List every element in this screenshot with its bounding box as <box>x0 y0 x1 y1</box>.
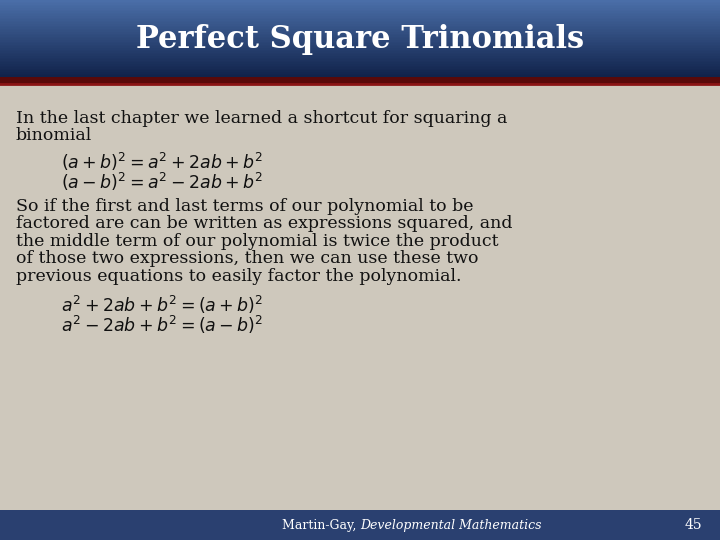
Bar <box>0 5 720 6</box>
Text: 45: 45 <box>685 518 702 532</box>
Bar <box>0 59 720 60</box>
Text: $a^2 - 2ab + b^2 = (a - b)^2$: $a^2 - 2ab + b^2 = (a - b)^2$ <box>61 314 264 336</box>
Bar <box>0 11 720 13</box>
Bar <box>0 45 720 46</box>
Bar <box>0 10 720 11</box>
Bar <box>0 32 720 33</box>
Bar <box>0 72 720 73</box>
Bar <box>0 69 720 70</box>
Bar <box>0 64 720 65</box>
Bar <box>0 2 720 3</box>
Text: Martin-Gay,: Martin-Gay, <box>282 518 360 532</box>
Bar <box>0 58 720 59</box>
Bar <box>0 37 720 38</box>
Bar <box>0 510 720 540</box>
Bar <box>0 19 720 21</box>
Text: $a^2 + 2ab + b^2 = (a + b)^2$: $a^2 + 2ab + b^2 = (a + b)^2$ <box>61 293 264 315</box>
Bar <box>0 15 720 16</box>
Text: of those two expressions, then we can use these two: of those two expressions, then we can us… <box>16 250 478 267</box>
Text: $(a + b)^2 = a^2 + 2ab + b^2$: $(a + b)^2 = a^2 + 2ab + b^2$ <box>61 151 264 173</box>
Bar <box>0 24 720 25</box>
Bar <box>0 25 720 27</box>
Bar <box>0 78 720 80</box>
Text: Developmental Mathematics: Developmental Mathematics <box>360 518 541 532</box>
Text: binomial: binomial <box>16 127 92 144</box>
Bar <box>0 70 720 72</box>
Bar <box>0 33 720 35</box>
Bar <box>0 27 720 29</box>
Bar <box>0 56 720 58</box>
Bar <box>0 18 720 19</box>
Bar <box>0 0 720 2</box>
Bar <box>0 6 720 8</box>
Text: Perfect Square Trinomials: Perfect Square Trinomials <box>136 24 584 56</box>
Bar <box>0 60 720 62</box>
Bar <box>0 35 720 37</box>
Bar <box>0 38 720 40</box>
Text: factored are can be written as expressions squared, and: factored are can be written as expressio… <box>16 215 513 232</box>
Text: previous equations to easily factor the polynomial.: previous equations to easily factor the … <box>16 268 462 285</box>
Bar <box>0 77 720 78</box>
Bar <box>0 48 720 50</box>
Text: In the last chapter we learned a shortcut for squaring a: In the last chapter we learned a shortcu… <box>16 110 507 126</box>
Bar <box>0 16 720 18</box>
Bar <box>0 22 720 24</box>
Bar <box>0 46 720 48</box>
Bar <box>0 51 720 53</box>
Bar <box>0 3 720 5</box>
Bar <box>0 30 720 32</box>
Bar <box>0 75 720 77</box>
Bar <box>0 8 720 10</box>
Bar <box>0 13 720 15</box>
Bar <box>0 40 720 42</box>
Bar <box>0 62 720 64</box>
Bar <box>0 65 720 67</box>
Bar <box>0 42 720 43</box>
Bar <box>0 53 720 55</box>
Bar <box>0 73 720 75</box>
Bar <box>0 21 720 22</box>
Bar <box>0 55 720 56</box>
Bar <box>0 67 720 69</box>
Text: $(a - b)^2 = a^2 - 2ab + b^2$: $(a - b)^2 = a^2 - 2ab + b^2$ <box>61 171 264 193</box>
Bar <box>0 50 720 51</box>
Bar <box>0 29 720 30</box>
Bar <box>0 43 720 45</box>
Text: the middle term of our polynomial is twice the product: the middle term of our polynomial is twi… <box>16 233 498 250</box>
Text: So if the first and last terms of our polynomial to be: So if the first and last terms of our po… <box>16 198 473 215</box>
